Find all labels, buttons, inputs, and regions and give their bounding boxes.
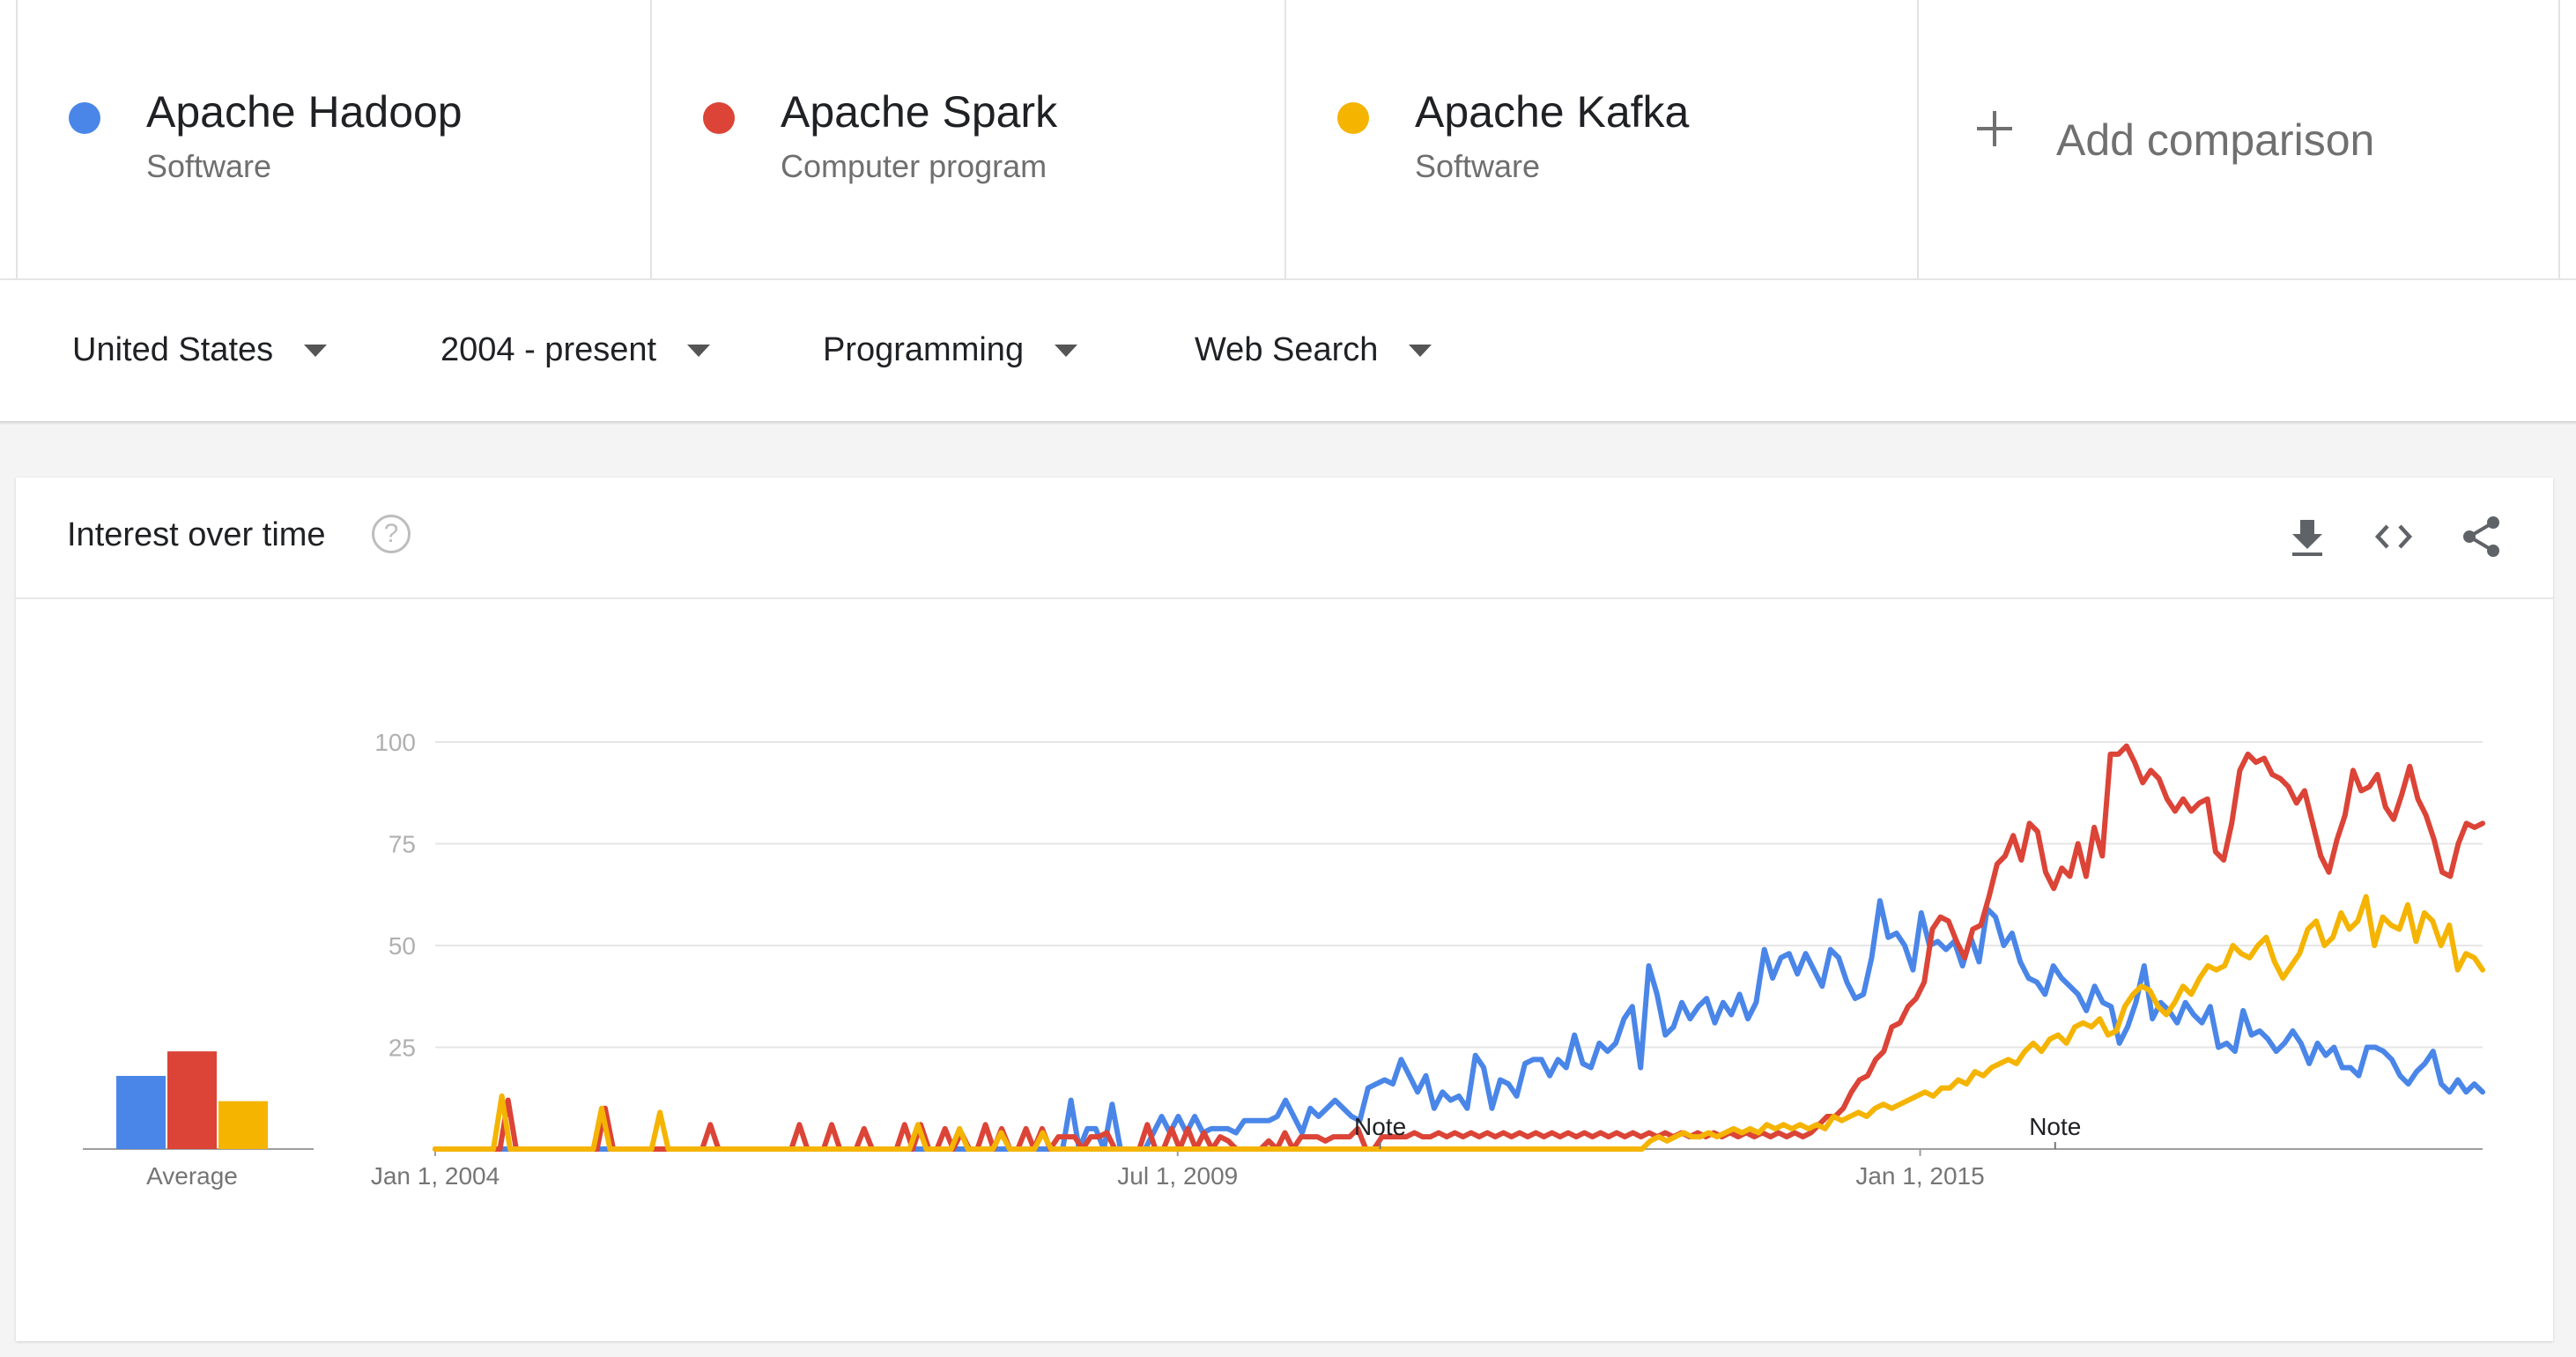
download-icon[interactable]: [2284, 513, 2331, 560]
series-line-apache-spark: [433, 743, 2485, 1152]
note-label: Note: [1354, 1113, 1406, 1140]
average-bar-apache-hadoop: [116, 1075, 166, 1149]
term-type: Computer program: [781, 148, 1047, 184]
category-label: Programming: [823, 331, 1025, 368]
x-tick-label: Jul 1, 2009: [1117, 1162, 1238, 1190]
term-name: Apache Spark: [781, 87, 1058, 137]
term-color-dot: [69, 102, 100, 134]
y-tick-label: 75: [389, 831, 416, 858]
time-range-dropdown[interactable]: 2004 - present: [440, 331, 710, 372]
caret-down-icon: [1054, 344, 1077, 357]
y-tick-label: 50: [389, 932, 416, 960]
x-tick-label: Jan 1, 2004: [371, 1162, 500, 1190]
time-range-label: 2004 - present: [440, 331, 657, 368]
y-tick-label: 100: [374, 729, 416, 756]
category-dropdown[interactable]: Programming: [823, 331, 1077, 372]
search-type-dropdown[interactable]: Web Search: [1195, 331, 1432, 372]
term-card-hadoop[interactable]: Apache Hadoop Software: [16, 0, 650, 278]
series-line-apache-hadoop: [433, 898, 2485, 1152]
terms-bar: Apache Hadoop Software Apache Spark Comp…: [0, 0, 2576, 278]
term-type: Software: [146, 148, 272, 184]
filter-bar: United States 2004 - present Programming…: [0, 280, 2576, 421]
caret-down-icon: [686, 344, 710, 357]
filter-shadow: [0, 421, 2576, 425]
term-card-spark[interactable]: Apache Spark Computer program: [650, 0, 1284, 278]
share-icon[interactable]: [2458, 513, 2506, 560]
series-line-apache-kafka: [433, 894, 2485, 1152]
add-comparison-label: Add comparison: [2056, 115, 2375, 165]
term-type: Software: [1415, 148, 1541, 184]
search-type-label: Web Search: [1195, 331, 1379, 368]
interest-chart: 25 50 75 100 Jan 1, 2004 Jul 1, 2009 Jan 1, 20…: [83, 729, 2485, 1190]
average-bar-apache-kafka: [218, 1101, 268, 1149]
term-color-dot: [1337, 102, 1369, 134]
region-label: United States: [72, 331, 274, 368]
card-header: Interest over time ?: [16, 478, 2553, 599]
note-label: Note: [2029, 1113, 2081, 1140]
term-name: Apache Kafka: [1415, 87, 1690, 137]
average-label: Average: [146, 1162, 238, 1190]
divider: [0, 278, 2576, 280]
embed-code-icon[interactable]: [2370, 513, 2417, 560]
add-comparison-button[interactable]: Add comparison: [1917, 0, 2560, 278]
plus-icon: [1977, 111, 2012, 146]
term-card-kafka[interactable]: Apache Kafka Software: [1284, 0, 1917, 278]
term-color-dot: [703, 102, 735, 134]
x-tick-label: Jan 1, 2015: [1855, 1162, 1984, 1190]
caret-down-icon: [1408, 344, 1432, 357]
caret-down-icon: [303, 344, 327, 357]
region-dropdown[interactable]: United States: [72, 331, 327, 372]
average-bar-apache-spark: [167, 1051, 217, 1149]
term-name: Apache Hadoop: [146, 87, 463, 137]
interest-over-time-card: Interest over time ? 25 50 75 100 Jan 1, 200…: [16, 478, 2553, 1341]
card-title: Interest over time: [67, 516, 326, 553]
y-tick-label: 25: [389, 1034, 416, 1062]
help-circle-icon[interactable]: ?: [372, 515, 411, 553]
